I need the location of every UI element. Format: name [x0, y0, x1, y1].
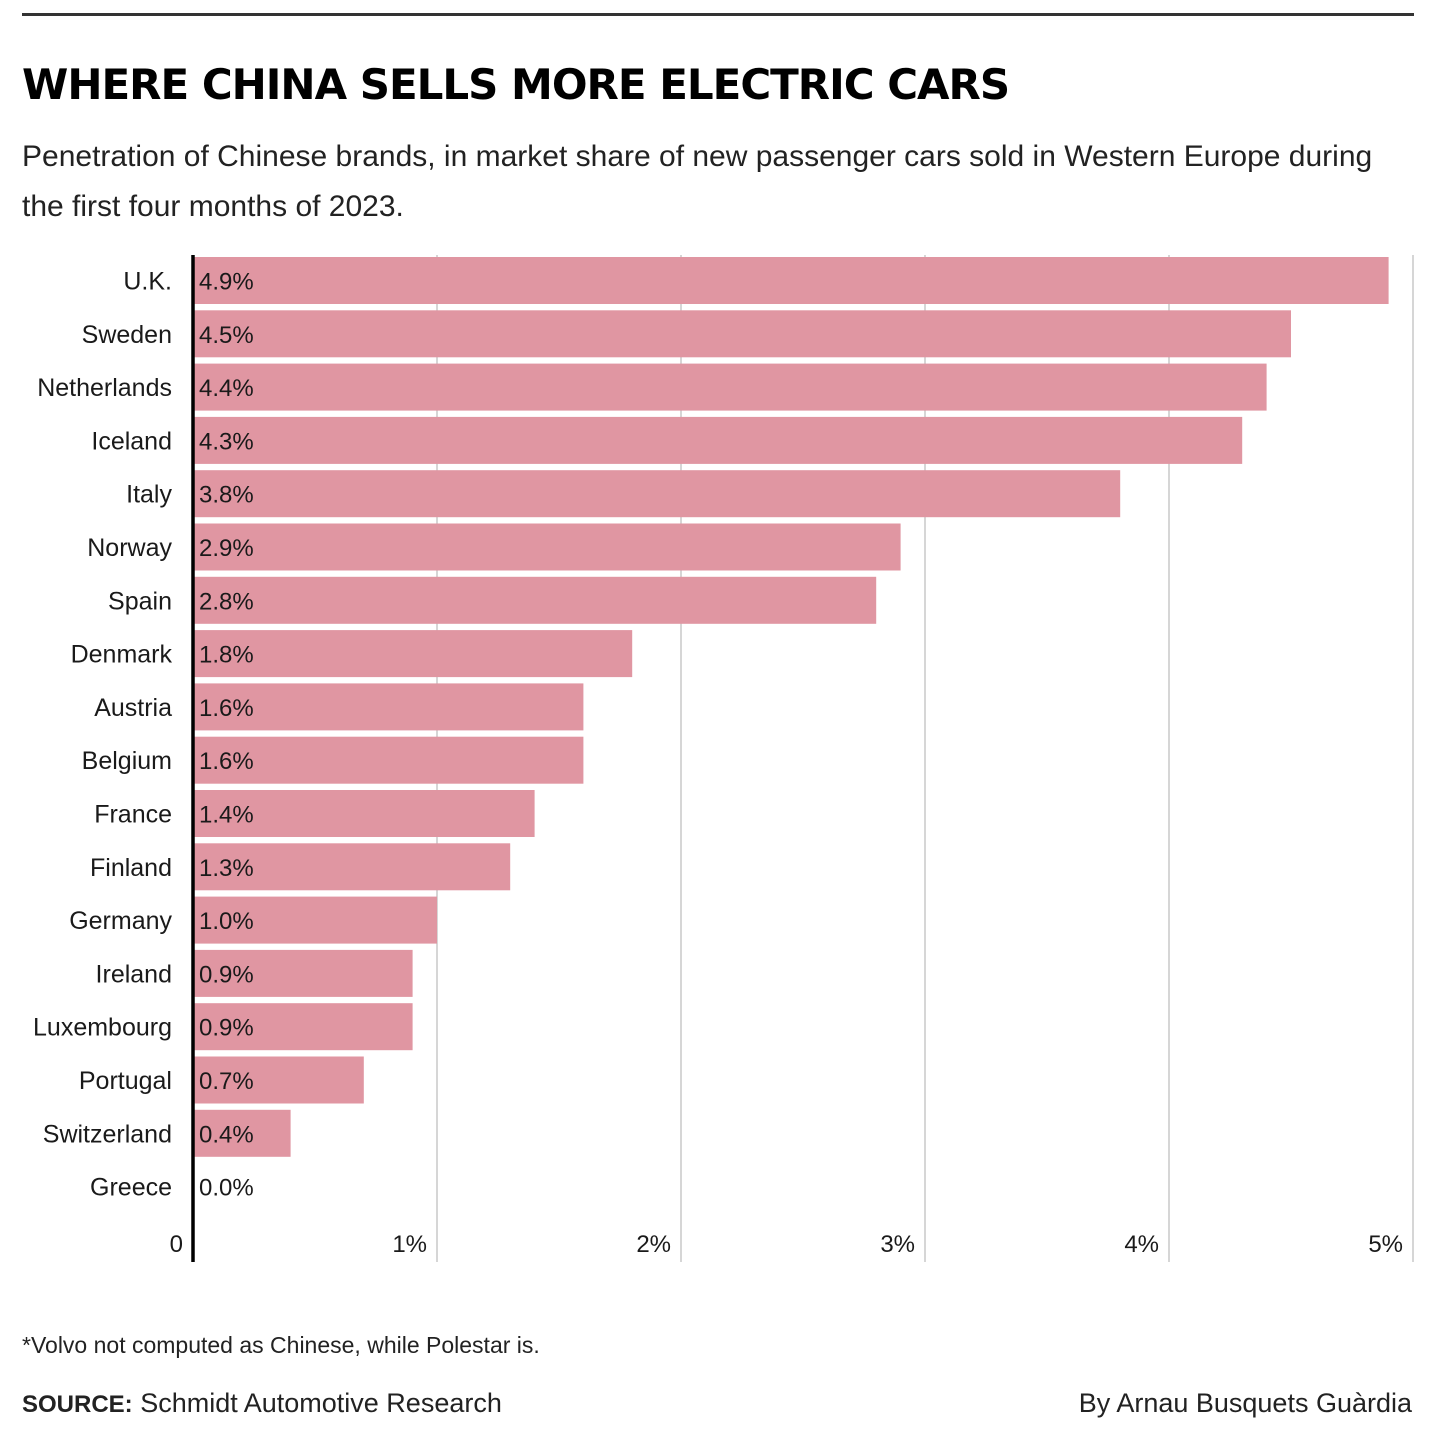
category-label: Iceland	[91, 427, 172, 455]
bar	[193, 949, 413, 997]
data-label: 0.4%	[199, 1121, 254, 1148]
bar	[193, 576, 877, 624]
bar	[193, 630, 633, 678]
bar	[193, 736, 584, 784]
data-label: 1.8%	[199, 642, 254, 669]
data-label: 1.3%	[199, 855, 254, 882]
bar	[193, 363, 1267, 411]
data-label: 2.9%	[199, 535, 254, 562]
bar	[193, 257, 1389, 304]
data-label: 0.0%	[199, 1175, 254, 1202]
data-label: 1.4%	[199, 802, 254, 829]
bar	[193, 1003, 413, 1051]
category-label: Germany	[69, 907, 172, 935]
source-label: SOURCE:	[22, 1391, 133, 1418]
category-label: Finland	[90, 854, 172, 882]
data-label: 3.8%	[199, 482, 254, 509]
category-label: Ireland	[96, 960, 172, 988]
chart-title: WHERE CHINA SELLS MORE ELECTRIC CARS	[22, 60, 1010, 109]
byline: By Arnau Busquets Guàrdia	[1078, 1388, 1412, 1418]
category-label: Denmark	[71, 641, 173, 669]
data-label: 4.5%	[199, 322, 254, 349]
data-label: 1.6%	[199, 695, 254, 722]
bar	[193, 523, 901, 571]
data-label: 4.9%	[199, 269, 254, 296]
data-label: 4.4%	[199, 375, 254, 402]
category-label: Greece	[90, 1174, 172, 1202]
data-label: 2.8%	[199, 588, 254, 615]
bar	[193, 1056, 364, 1104]
x-tick-label: 1%	[392, 1231, 427, 1258]
data-label: 0.9%	[199, 1015, 254, 1042]
category-label: Sweden	[82, 321, 172, 349]
category-label: Portugal	[79, 1067, 172, 1095]
bar	[193, 683, 584, 731]
x-tick-label: 4%	[1124, 1231, 1159, 1258]
data-label: 4.3%	[199, 428, 254, 455]
category-label: France	[94, 801, 172, 829]
bar	[193, 416, 1243, 464]
source-line: SOURCE: Schmidt Automotive Research	[22, 1388, 502, 1419]
top-rule	[22, 13, 1414, 16]
category-label: Italy	[126, 481, 172, 509]
x-tick-label: 5%	[1368, 1231, 1403, 1258]
data-label: 1.0%	[199, 908, 254, 935]
category-label: U.K.	[123, 268, 172, 296]
category-label: Luxembourg	[33, 1014, 172, 1042]
bar	[193, 843, 511, 891]
x-tick-label: 3%	[880, 1231, 915, 1258]
data-label: 0.7%	[199, 1068, 254, 1095]
category-label: Belgium	[82, 747, 172, 775]
source-text: Schmidt Automotive Research	[140, 1388, 502, 1418]
bar	[193, 470, 1121, 518]
bar	[193, 310, 1291, 358]
data-label: 0.9%	[199, 961, 254, 988]
bar-chart: U.K. 4.9% Sweden 4.5% Netherlands 4.4% Iceland…	[33, 255, 1414, 1262]
bar	[193, 1109, 291, 1157]
bar	[193, 896, 437, 944]
footnote: *Volvo not computed as Chinese, while Po…	[22, 1332, 540, 1358]
data-label: 1.6%	[199, 748, 254, 775]
x-tick-label: 2%	[636, 1231, 671, 1258]
category-label: Netherlands	[37, 374, 172, 402]
category-label: Norway	[87, 534, 172, 562]
category-label: Austria	[94, 694, 172, 722]
bar	[193, 790, 535, 837]
x-tick-label: 0	[170, 1231, 183, 1258]
chart-subtitle: Penetration of Chinese brands, in market…	[22, 140, 1373, 223]
category-label: Switzerland	[43, 1120, 172, 1148]
category-label: Spain	[108, 587, 172, 615]
